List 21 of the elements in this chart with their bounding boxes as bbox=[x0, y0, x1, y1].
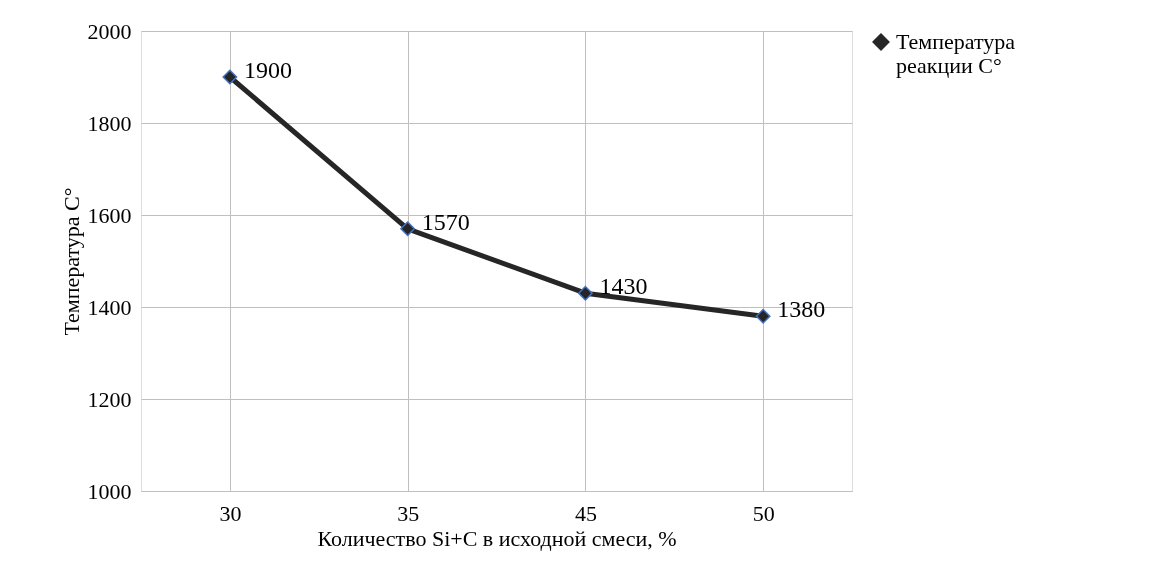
data-label: 1430 bbox=[599, 273, 648, 300]
y-tick-label: 1400 bbox=[87, 294, 132, 320]
y-tick-label: 1600 bbox=[87, 202, 132, 228]
x-axis-title: Количество Si+C в исходной смеси, % bbox=[317, 525, 677, 551]
x-tick-label: 50 bbox=[752, 500, 775, 526]
data-label: 1570 bbox=[421, 208, 470, 235]
y-tick-label: 2000 bbox=[87, 18, 132, 44]
data-label: 1900 bbox=[243, 57, 292, 83]
point bbox=[577, 285, 593, 301]
point bbox=[222, 69, 238, 85]
point bbox=[755, 308, 771, 324]
y-tick-label: 1800 bbox=[87, 110, 132, 136]
legend-label: Температура реакции С° bbox=[896, 29, 1016, 78]
x-tick-label: 30 bbox=[219, 500, 242, 526]
x-tick-label: 35 bbox=[397, 500, 420, 526]
data-label: 1380 bbox=[777, 296, 826, 323]
y-tick-label: 1200 bbox=[87, 386, 132, 412]
y-axis-title: Температура С° bbox=[58, 187, 84, 336]
y-tick-label: 1000 bbox=[87, 478, 132, 504]
point bbox=[400, 221, 416, 237]
x-tick-label: 45 bbox=[574, 500, 597, 526]
